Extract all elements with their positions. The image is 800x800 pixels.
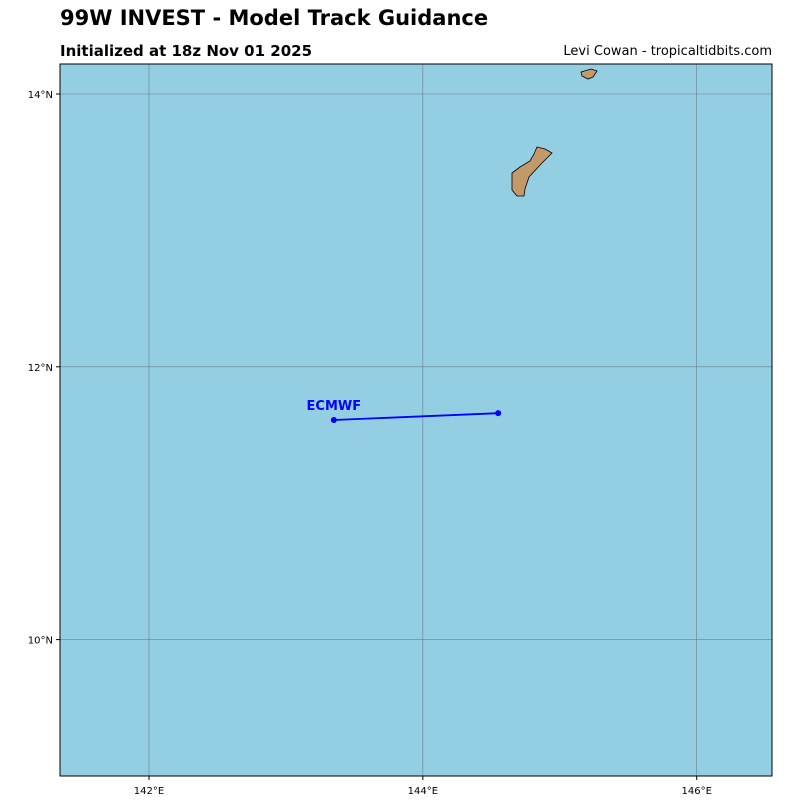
track-line-ecmwf — [333, 412, 499, 421]
y-tick-label: 14°N — [28, 90, 53, 101]
track-point — [495, 410, 502, 417]
x-tick-label: 146°E — [681, 786, 711, 797]
map-frame — [59, 63, 773, 777]
init-time-subtitle: Initialized at 18z Nov 01 2025 — [60, 42, 313, 60]
x-tick-label: 142°E — [134, 786, 164, 797]
y-tick-label: 12°N — [28, 363, 53, 374]
credit-label: Levi Cowan - tropicaltidbits.com — [563, 44, 772, 59]
rota-island — [580, 68, 598, 80]
grid-lines — [60, 64, 772, 776]
x-tick-label: 144°E — [408, 786, 438, 797]
track-point — [330, 417, 337, 423]
page-title: 99W INVEST - Model Track Guidance — [60, 6, 489, 30]
ocean-background — [60, 64, 772, 776]
track-layer: ECMWF — [307, 399, 502, 423]
guam-island — [511, 146, 553, 197]
land-layer — [511, 68, 598, 197]
track-label: ECMWF — [307, 399, 362, 414]
axis-ticks: 142°E 144°E 146°E 14°N 12°N 10°N — [28, 90, 712, 797]
y-tick-label: 10°N — [28, 636, 53, 647]
